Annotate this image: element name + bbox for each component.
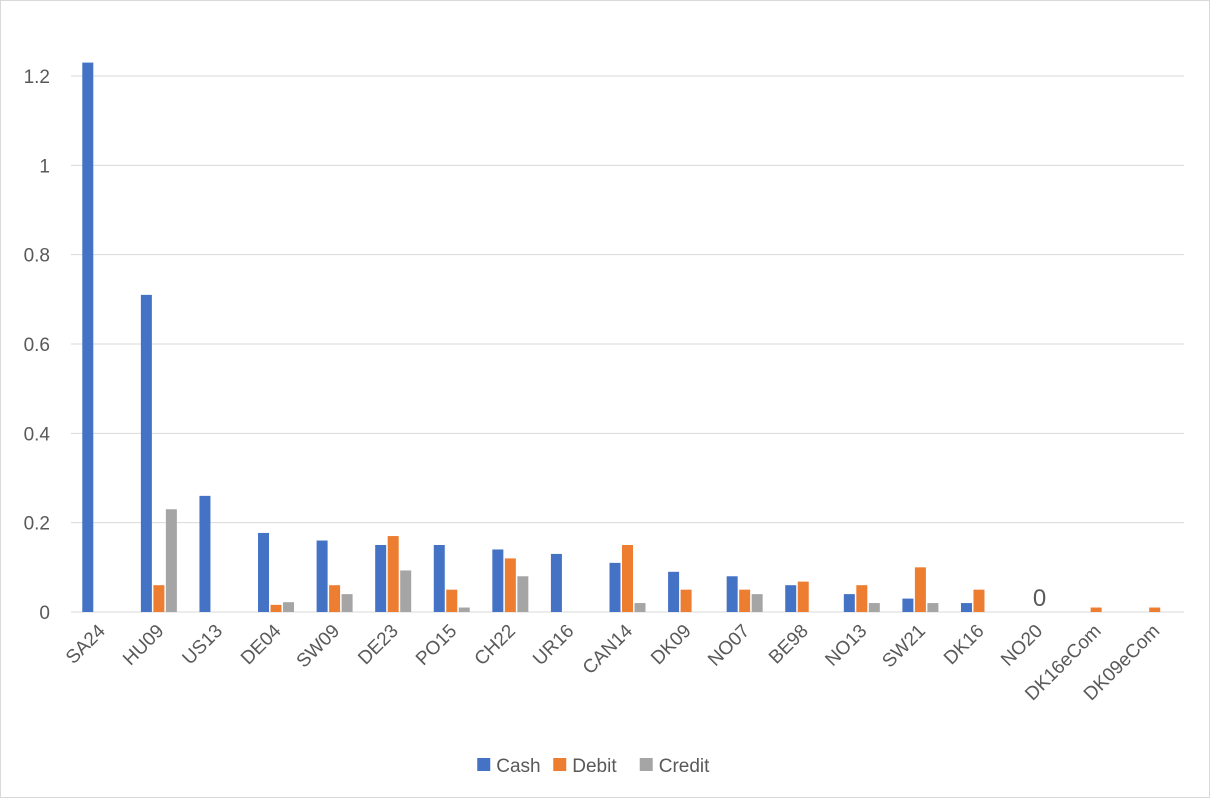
legend: Cash Debit Credit [477,756,710,777]
bar-credit-hu09 [165,509,177,612]
bar-cash-sw21 [902,598,914,612]
annotations: 0 [1033,585,1046,612]
bar-debit-ch22 [504,558,516,612]
bar-cash-no13 [843,594,855,612]
bar-credit-sw09 [341,594,353,612]
bar-credit-sw21 [927,603,939,612]
y-tick-label: 0 [39,603,50,624]
bar-debit-be98 [797,581,809,612]
legend-label-credit: Credit [659,756,710,777]
legend-label-cash: Cash [496,756,540,777]
x-tick-label: CH22 [471,621,520,670]
x-tick-label: NO13 [821,621,871,671]
x-tick-label: SW21 [878,621,929,672]
data-label: 0 [1033,585,1046,612]
bar-cash-ur16 [550,553,562,612]
x-tick-label: CAN14 [579,620,637,678]
x-axis: SA24 HU09 US13 DE04 SW09 DE23 PO15 CH22 UR16 CAN1… [62,620,1164,705]
x-tick-label: SA24 [62,620,110,668]
bar-credit-can14 [634,603,646,612]
bar-debit-no13 [856,585,868,612]
x-tick-label: HU09 [119,621,168,670]
y-axis-tick-labels: 0 0.2 0.4 0.6 0.8 1 1.2 [24,67,51,624]
bar-debit-dk16ecom [1090,607,1102,612]
bar-debit-de23 [387,536,399,612]
x-tick-label: DK09 [647,621,695,669]
bar-cash-ch22 [492,549,504,612]
legend-swatch-credit [639,758,653,771]
x-tick-label: SW09 [293,621,344,672]
bar-debit-dk16 [973,589,985,612]
bar-credit-no07 [751,594,763,612]
bar-cash-dk09 [668,571,680,612]
bar-credit-ch22 [517,576,529,612]
bar-debit-dk09 [680,589,692,612]
x-tick-label: UR16 [529,621,578,670]
x-tick-label: NO20 [997,621,1047,671]
bar-cash-de04 [258,532,270,612]
bar-debit-can14 [622,545,633,612]
bar-credit-no13 [868,603,880,612]
bar-credit-de04 [283,602,295,612]
bar-credit-po15 [458,607,470,612]
bars [82,62,1161,613]
x-tick-label: US13 [179,621,227,669]
legend-swatch-cash [477,758,491,771]
x-tick-label: DE23 [354,621,402,669]
y-tick-label: 0.4 [24,424,51,445]
x-tick-label: NO07 [704,621,754,671]
bar-cash-po15 [433,545,445,612]
bar-cash-can14 [609,562,621,612]
bar-debit-de04 [270,604,282,612]
bar-cash-hu09 [140,294,152,612]
bar-debit-sw21 [914,567,926,612]
y-tick-label: 0.6 [24,335,50,356]
x-tick-label: DE04 [237,620,286,669]
x-tick-label: DK16 [940,621,988,669]
y-tick-label: 0.2 [24,514,50,535]
bar-credit-de23 [400,570,412,612]
x-tick-label: PO15 [412,621,461,670]
x-tick-label: BE98 [765,621,813,669]
legend-swatch-debit [553,758,567,771]
bar-cash-no07 [726,576,738,612]
bar-cash-de23 [375,545,387,612]
bar-cash-dk16 [960,603,972,612]
bar-cash-be98 [785,585,797,612]
bar-debit-hu09 [153,585,165,612]
bar-debit-dk09ecom [1149,607,1161,612]
bar-debit-sw09 [329,585,341,612]
gridlines [71,75,1184,613]
y-tick-label: 0.8 [24,246,50,267]
y-tick-label: 1 [39,156,50,177]
bar-debit-no07 [739,589,751,612]
legend-label-debit: Debit [572,756,617,777]
bar-cash-sa24 [82,62,94,613]
bar-debit-po15 [446,589,458,612]
bar-cash-us13 [199,495,211,612]
y-tick-label: 1.2 [24,67,50,88]
bar-cash-sw09 [316,540,328,612]
